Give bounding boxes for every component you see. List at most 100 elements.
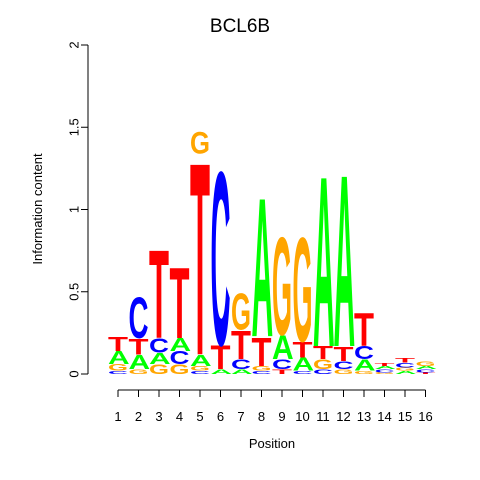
letter-glyph: A (211, 368, 233, 376)
letter-glyph: G (334, 368, 354, 376)
x-tick-label: 9 (278, 409, 285, 424)
x-tick-label: 5 (196, 409, 203, 424)
letter-glyph: C (149, 335, 169, 358)
logo-letter-c: C (395, 362, 415, 369)
logo-letter-g: G (252, 365, 272, 373)
logo-letter-t: T (190, 106, 210, 414)
logo-letter-g: G (108, 363, 128, 373)
logo-letter-t: T (252, 329, 272, 374)
logo-letter-t: T (108, 332, 128, 355)
letter-glyph: G (231, 283, 251, 341)
letter-glyph: C (272, 357, 292, 373)
logo-letter-t: T (211, 340, 231, 378)
logo-letter-g: G (231, 283, 251, 341)
letter-glyph: G (149, 362, 169, 377)
logo-letter-a: A (149, 350, 171, 368)
x-tick-label: 14 (377, 409, 391, 424)
x-tick-label: 8 (258, 409, 265, 424)
x-tick-label: 4 (176, 409, 183, 424)
letter-glyph: T (354, 303, 374, 357)
letter-glyph: T (272, 368, 293, 375)
logo-letter-c: C (231, 357, 251, 373)
letter-glyph: C (108, 370, 128, 375)
y-tick-label: 2 (67, 41, 82, 48)
y-axis-label: Information content (30, 153, 45, 265)
letter-glyph: C (170, 348, 190, 368)
logo-letter-t: T (149, 223, 169, 365)
letter-glyph: G (293, 206, 313, 373)
logo-letter-a: A (170, 336, 192, 356)
letter-glyph: C (395, 362, 415, 369)
letter-glyph: A (149, 350, 171, 368)
logo-letter-t: T (272, 368, 293, 375)
logo-letter-a: A (416, 365, 438, 370)
letter-glyph: T (395, 357, 416, 364)
logo-letter-c: C (354, 343, 374, 363)
logo-letter-c: C (252, 370, 272, 375)
letter-glyph: G (190, 126, 210, 161)
y-tick-label: 0.5 (67, 283, 82, 301)
logo-letter-g: G (190, 365, 210, 373)
logo-letter-t: T (293, 337, 313, 362)
x-tick-label: 12 (336, 409, 350, 424)
letter-glyph: G (190, 365, 210, 373)
letter-glyph: A (108, 349, 130, 369)
logo-letter-c: C (129, 284, 149, 350)
logo-letter-c: C (190, 370, 210, 375)
logo-letter-g: G (129, 368, 149, 376)
letter-glyph: T (149, 223, 169, 365)
letter-glyph: A (272, 328, 294, 366)
logo-letter-c: C (293, 370, 313, 375)
logo-letter-t: T (170, 246, 190, 359)
logo-letter-c: C (313, 368, 333, 375)
letter-glyph: A (334, 124, 356, 399)
x-axis-label: Position (249, 436, 295, 451)
x-tick-label: 3 (155, 409, 162, 424)
letter-glyph: T (293, 337, 313, 362)
logo-letter-a: A (129, 352, 151, 374)
letter-glyph: C (231, 357, 251, 373)
letter-glyph: T (211, 340, 231, 378)
letter-glyph: A (293, 355, 315, 375)
letter-glyph: C (354, 343, 374, 363)
letter-glyph: T (170, 246, 190, 359)
logo-letter-g: G (395, 367, 415, 372)
letter-glyph: C (293, 370, 313, 375)
logo-letter-t: T (354, 303, 374, 357)
logo-letter-t: T (231, 323, 251, 368)
letter-glyph: G (375, 372, 395, 375)
logo-letter-c: C (149, 335, 169, 358)
letter-glyph: T (416, 372, 436, 375)
x-tick-label: 7 (237, 409, 244, 424)
letter-glyph: C (375, 368, 395, 373)
logo-letter-g: G (272, 209, 292, 365)
x-tick-label: 2 (135, 409, 142, 424)
letter-glyph: C (313, 368, 333, 375)
logo-letter-g: G (334, 368, 354, 376)
letter-glyph: G (252, 365, 272, 373)
letter-glyph: A (395, 370, 417, 375)
letter-glyph: A (170, 336, 192, 356)
y-tick-label: 0 (67, 370, 82, 377)
x-tick-label: 13 (357, 409, 371, 424)
chart-title: BCL6B (210, 16, 270, 37)
letter-glyph: T (108, 332, 128, 355)
logo-letter-t: T (395, 357, 416, 364)
letter-glyph: A (313, 126, 335, 398)
logo-letter-a: A (313, 126, 335, 398)
logo-letter-c: C (108, 370, 128, 375)
logo-letter-g: G (149, 362, 169, 377)
letter-glyph: G (129, 368, 149, 376)
x-tick-label: 15 (398, 409, 412, 424)
logo-letter-c: C (272, 357, 292, 373)
letter-glyph: G (313, 357, 333, 372)
letter-glyph: C (129, 284, 149, 350)
logo-letter-a: A (354, 357, 376, 375)
logo-letter-g: G (293, 206, 313, 373)
logo-letter-a: A (334, 124, 356, 399)
letter-glyph: T (334, 342, 354, 365)
logo-letter-c: C (334, 359, 354, 371)
logo-letter-c: C (416, 368, 436, 373)
